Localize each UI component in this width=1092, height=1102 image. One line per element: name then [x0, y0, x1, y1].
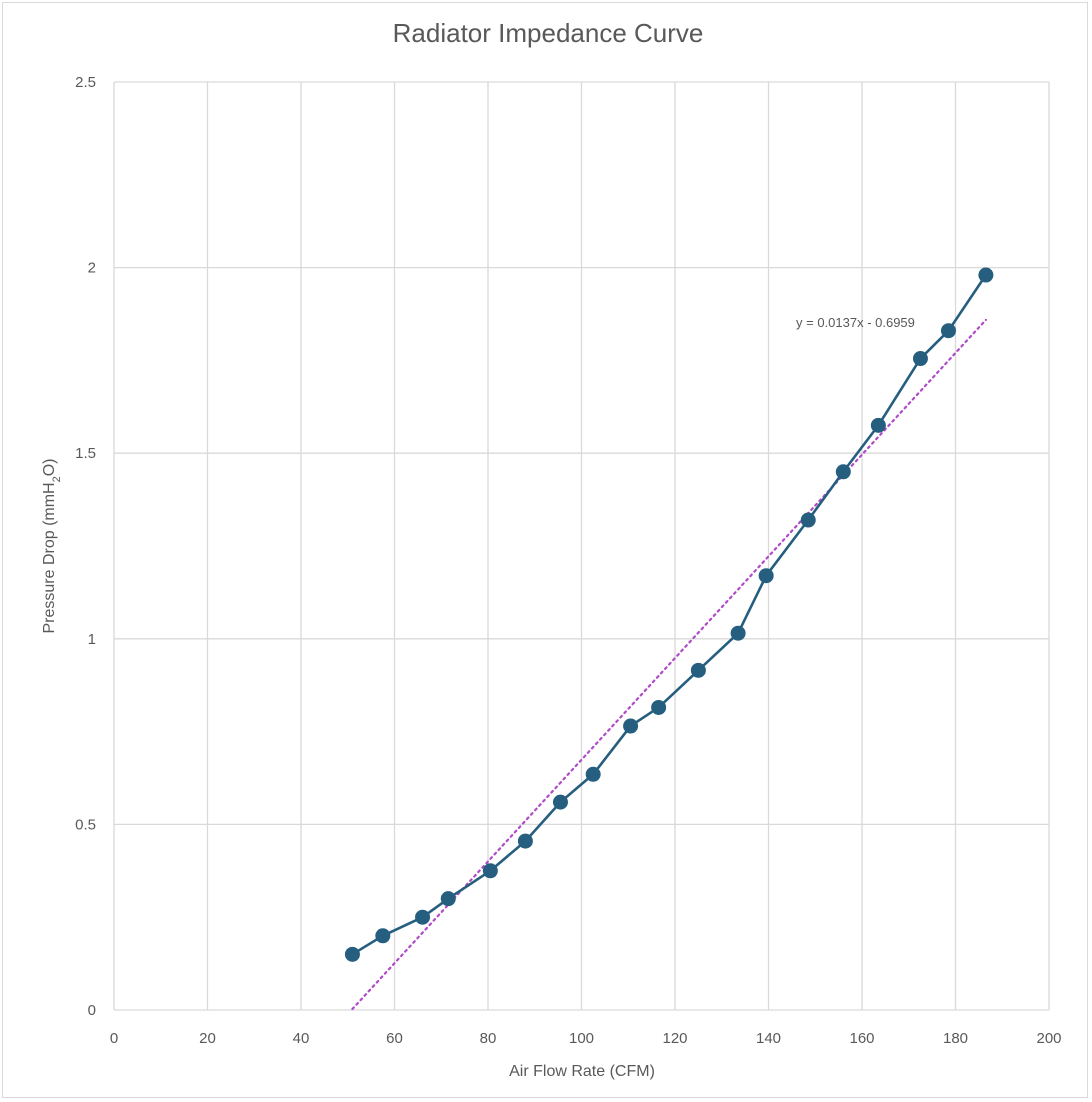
x-tick-label: 80: [480, 1030, 497, 1047]
y-tick-label: 0.5: [75, 816, 96, 833]
y-tick-label: 1.5: [75, 445, 96, 462]
trendline-group: [351, 318, 987, 1011]
y-tick-label: 1: [88, 631, 96, 648]
series-line: [351, 274, 987, 956]
data-point: [912, 351, 928, 367]
data-point: [730, 625, 746, 641]
y-tick-label: 2: [88, 260, 96, 277]
x-tick-label: 100: [569, 1030, 594, 1047]
data-point: [585, 766, 601, 782]
data-point: [552, 794, 568, 810]
y-axis-label: Pressure Drop (mmH2O): [41, 458, 63, 633]
x-tick-label: 20: [199, 1030, 216, 1047]
x-tick-label: 0: [110, 1030, 118, 1047]
series-group: [344, 267, 994, 962]
y-tick-label: 2.5: [75, 74, 96, 91]
data-point: [415, 909, 431, 925]
data-point: [517, 833, 533, 849]
data-point: [651, 699, 667, 715]
x-tick-labels: 0 20 40 60 80 100 120 140 160 180 200: [110, 1030, 1062, 1047]
chart-title: Radiator Impedance Curve: [393, 18, 704, 48]
data-point: [375, 928, 391, 944]
y-tick-labels: 0 0.5 1 1.5 2 2.5: [75, 74, 96, 1019]
data-point: [690, 662, 706, 678]
data-point: [835, 464, 851, 480]
x-tick-label: 40: [293, 1030, 310, 1047]
data-point: [623, 718, 639, 734]
x-tick-label: 200: [1036, 1030, 1061, 1047]
data-point: [482, 863, 498, 879]
chart-grid: [113, 81, 1050, 1011]
data-point: [800, 512, 816, 528]
y-tick-label: 0: [88, 1002, 96, 1019]
data-point: [870, 417, 886, 433]
x-tick-label: 120: [662, 1030, 687, 1047]
data-point: [978, 267, 994, 283]
y-axis-label-end: O): [41, 458, 58, 476]
x-tick-label: 160: [849, 1030, 874, 1047]
data-point: [940, 323, 956, 339]
trendline-equation: y = 0.0137x - 0.6959: [796, 315, 915, 330]
data-point: [344, 946, 360, 962]
y-axis-label-main: Pressure Drop (mmH: [41, 482, 58, 633]
x-axis-label: Air Flow Rate (CFM): [509, 1063, 655, 1080]
x-tick-label: 60: [386, 1030, 403, 1047]
data-point: [758, 568, 774, 584]
x-tick-label: 180: [943, 1030, 968, 1047]
trendline: [351, 318, 987, 1011]
y-axis-label-subscript: 2: [51, 476, 63, 482]
x-tick-label: 140: [756, 1030, 781, 1047]
data-point: [440, 891, 456, 907]
